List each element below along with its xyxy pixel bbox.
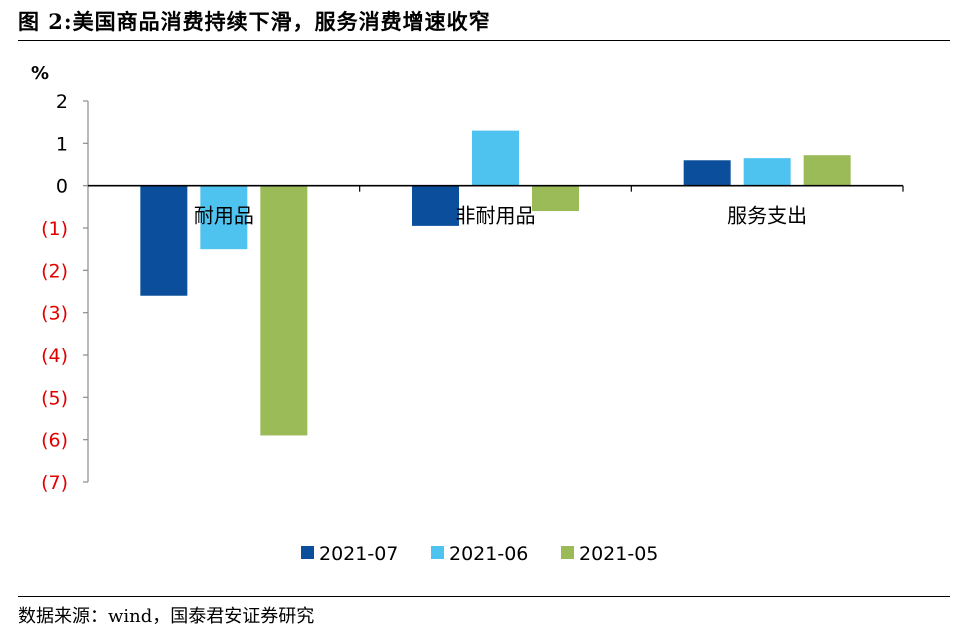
y-tick-label: (4) [41, 345, 68, 367]
bar-2021-06 [472, 130, 519, 186]
bar-2021-06 [743, 158, 791, 186]
legend-swatch [561, 546, 574, 559]
title-divider [18, 40, 950, 41]
bar-2021-05 [803, 155, 851, 186]
x-category-label: 耐用品 [194, 204, 254, 228]
y-tick-label: (5) [41, 387, 68, 409]
bar-2021-07 [683, 160, 731, 186]
legend-swatch [301, 546, 314, 559]
footer-divider [18, 596, 950, 597]
y-tick-label: 1 [56, 133, 68, 155]
axes [87, 101, 904, 482]
category-labels: 耐用品 非耐用品 服务支出 [194, 204, 807, 228]
y-axis-ticks: 2 1 0 (1) (2) (3) (4) (5) (6) (7) [41, 91, 88, 494]
legend-label: 2021-07 [319, 543, 398, 565]
y-tick-label: (6) [41, 430, 68, 452]
bar-2021-07 [140, 185, 188, 296]
legend-label: 2021-06 [449, 543, 528, 565]
legend: 2021-07 2021-06 2021-05 [301, 543, 658, 565]
page-title: 图 2:美国商品消费持续下滑，服务消费增速收窄 [18, 9, 491, 34]
y-tick-label: 0 [56, 176, 68, 198]
x-category-label: 服务支出 [727, 204, 807, 228]
y-tick-label: (1) [41, 218, 68, 240]
y-tick-label: (2) [41, 260, 68, 282]
bar-2021-05 [532, 185, 579, 212]
bar-2021-06 [200, 185, 248, 250]
source-note: 数据来源：wind，国泰君安证券研究 [18, 606, 315, 627]
bar-2021-07 [412, 185, 459, 226]
bar-2021-05 [260, 185, 308, 436]
legend-label: 2021-05 [579, 543, 658, 565]
legend-swatch [431, 546, 444, 559]
y-tick-label: 2 [56, 91, 68, 113]
y-tick-label: (3) [41, 303, 68, 325]
bar-chart: % 2 1 0 (1) (2) (3) (4) (5) (6) (7) 耐用品 非耐用品 服务支出 2… [31, 63, 904, 565]
y-axis-label: % [31, 63, 49, 84]
y-tick-label: (7) [41, 472, 68, 494]
bars [140, 130, 851, 436]
x-category-label: 非耐用品 [456, 204, 536, 228]
